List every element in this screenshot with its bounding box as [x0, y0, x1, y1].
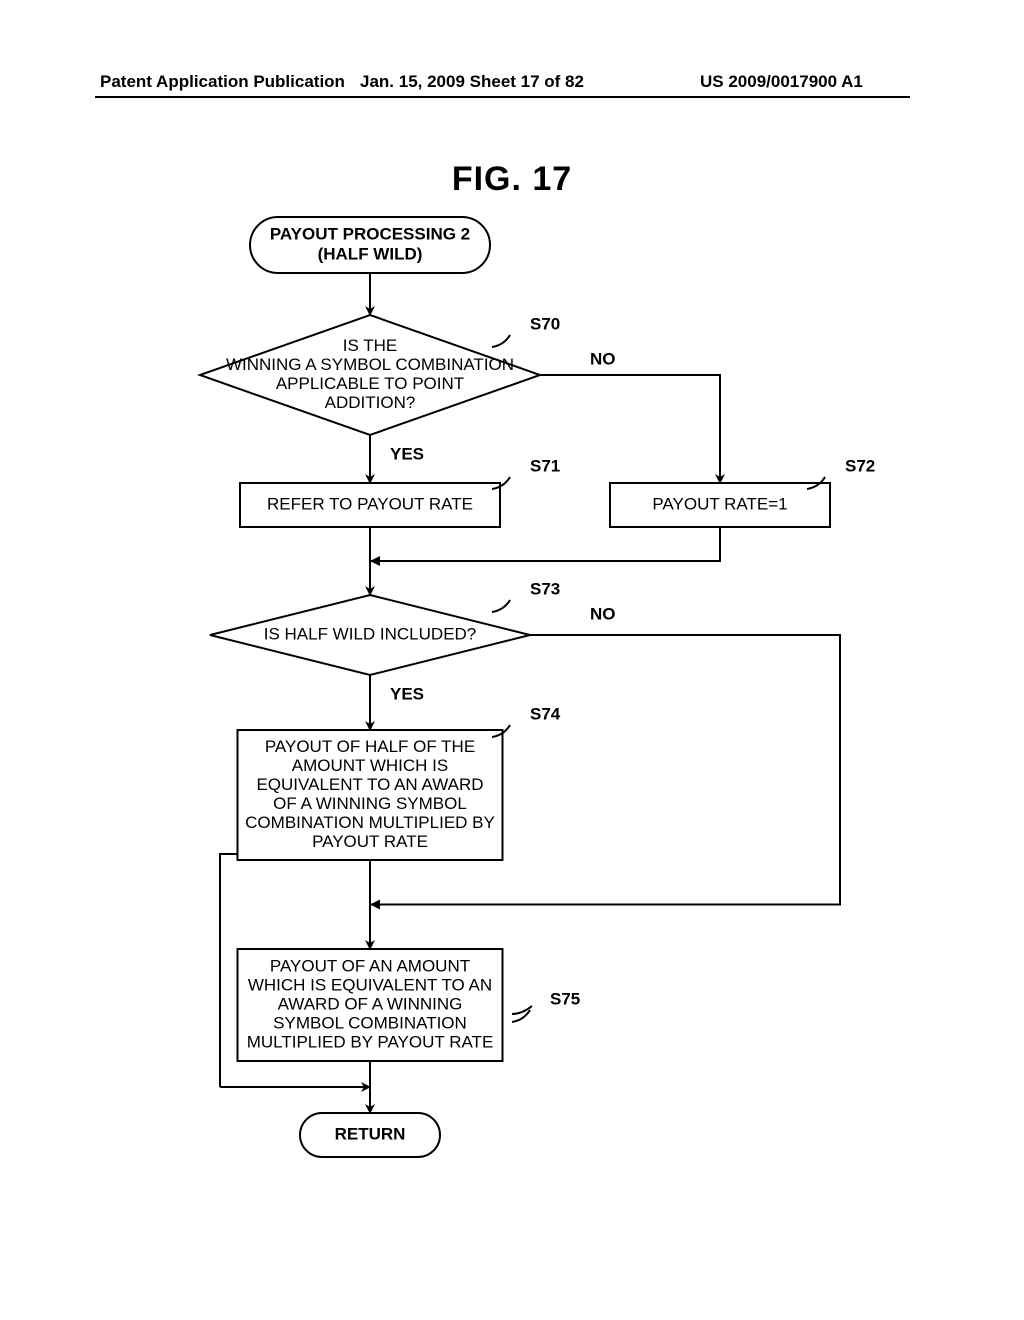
- figure-title: FIG. 17: [0, 160, 1024, 199]
- svg-text:YES: YES: [390, 444, 424, 463]
- header-pub-number: US 2009/0017900 A1: [700, 72, 863, 92]
- svg-text:S70: S70: [530, 314, 560, 333]
- svg-text:IS HALF WILD INCLUDED?: IS HALF WILD INCLUDED?: [264, 624, 477, 643]
- svg-text:YES: YES: [390, 684, 424, 703]
- svg-text:AMOUNT WHICH IS: AMOUNT WHICH IS: [292, 756, 448, 775]
- header-sheet-info: Jan. 15, 2009 Sheet 17 of 82: [360, 72, 584, 92]
- svg-text:S75: S75: [550, 989, 580, 1008]
- svg-text:SYMBOL COMBINATION: SYMBOL COMBINATION: [273, 1013, 467, 1032]
- svg-text:WINNING A SYMBOL COMBINATION: WINNING A SYMBOL COMBINATION: [226, 355, 514, 374]
- header-publication: Patent Application Publication: [100, 72, 345, 92]
- svg-text:APPLICABLE TO POINT: APPLICABLE TO POINT: [276, 374, 464, 393]
- svg-text:OF A WINNING SYMBOL: OF A WINNING SYMBOL: [273, 794, 467, 813]
- svg-text:S74: S74: [530, 704, 561, 723]
- svg-text:PAYOUT PROCESSING 2: PAYOUT PROCESSING 2: [270, 224, 470, 243]
- svg-text:S71: S71: [530, 456, 560, 475]
- svg-text:COMBINATION MULTIPLIED BY: COMBINATION MULTIPLIED BY: [245, 813, 495, 832]
- svg-text:(HALF WILD): (HALF WILD): [318, 244, 423, 263]
- svg-text:PAYOUT RATE: PAYOUT RATE: [312, 832, 428, 851]
- page-container: Patent Application Publication Jan. 15, …: [0, 0, 1024, 1320]
- svg-text:PAYOUT OF AN AMOUNT: PAYOUT OF AN AMOUNT: [270, 956, 470, 975]
- flowchart-svg: PAYOUT PROCESSING 2(HALF WILD) IS THEWINN…: [140, 215, 880, 1185]
- svg-text:ADDITION?: ADDITION?: [325, 393, 416, 412]
- svg-text:RETURN: RETURN: [335, 1124, 406, 1143]
- svg-text:NO: NO: [590, 604, 616, 623]
- svg-text:AWARD OF A WINNING: AWARD OF A WINNING: [278, 994, 463, 1013]
- svg-text:PAYOUT OF HALF OF THE: PAYOUT OF HALF OF THE: [265, 737, 475, 756]
- svg-text:S73: S73: [530, 579, 560, 598]
- svg-text:REFER TO PAYOUT RATE: REFER TO PAYOUT RATE: [267, 494, 473, 513]
- header-rule: [95, 96, 910, 98]
- svg-text:MULTIPLIED BY PAYOUT RATE: MULTIPLIED BY PAYOUT RATE: [247, 1032, 494, 1051]
- svg-text:NO: NO: [590, 349, 616, 368]
- svg-text:S72: S72: [845, 456, 875, 475]
- svg-text:IS THE: IS THE: [343, 336, 397, 355]
- svg-text:PAYOUT RATE=1: PAYOUT RATE=1: [652, 494, 787, 513]
- svg-text:WHICH IS EQUIVALENT TO AN: WHICH IS EQUIVALENT TO AN: [248, 975, 492, 994]
- svg-text:EQUIVALENT TO AN AWARD: EQUIVALENT TO AN AWARD: [256, 775, 483, 794]
